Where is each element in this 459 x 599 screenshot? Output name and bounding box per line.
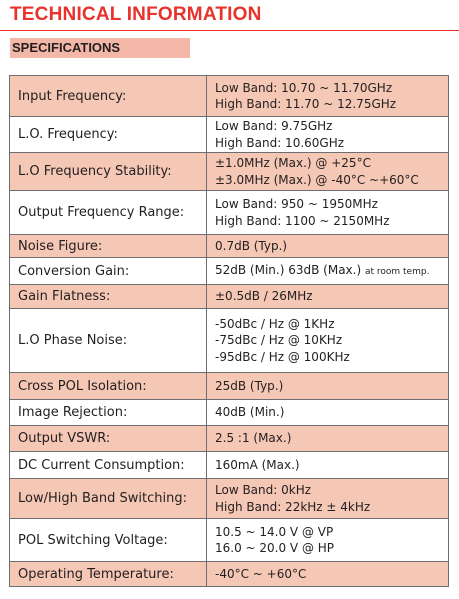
spec-value-line: 2.5 :1 (Max.) [215, 431, 292, 446]
spec-value: Low Band: 9.75GHz High Band: 10.60GHz [206, 116, 449, 153]
spec-label: POL Switching Voltage: [9, 518, 207, 562]
spec-value-line: Low Band: 10.70 ~ 11.70GHz [215, 80, 393, 95]
spec-label: DC Current Consumption: [9, 451, 207, 479]
spec-row-band-switching: Low/High Band Switching: Low Band: 0kHz … [9, 478, 449, 519]
spec-row-lo-phase-noise: L.O Phase Noise: -50dBc / Hz @ 1KHz -75d… [9, 308, 449, 373]
spec-value-line: High Band: 1100 ~ 2150MHz [215, 213, 390, 228]
spec-row-cross-pol-isolation: Cross POL Isolation: 25dB (Typ.) [9, 372, 449, 400]
spec-value-line: ±0.5dB / 26MHz [215, 289, 313, 304]
section-header-bar [10, 38, 190, 58]
spec-value: 0.7dB (Typ.) [206, 234, 449, 258]
spec-row-input-frequency: Input Frequency: Low Band: 10.70 ~ 11.70… [9, 75, 449, 117]
spec-label: L.O. Frequency: [9, 116, 207, 153]
spec-value: ±0.5dB / 26MHz [206, 284, 449, 309]
spec-value: 10.5 ~ 14.0 V @ VP 16.0 ~ 20.0 V @ HP [206, 518, 449, 562]
spec-value: 160mA (Max.) [206, 451, 449, 479]
spec-value-line: 52dB (Min.) 63dB (Max.) [215, 262, 362, 277]
spec-value: Low Band: 0kHz High Band: 22kHz ± 4kHz [206, 478, 449, 519]
spec-value: Low Band: 950 ~ 1950MHz High Band: 1100 … [206, 190, 449, 235]
spec-value: 52dB (Min.) 63dB (Max.) at room temp. [206, 257, 449, 285]
spec-value-line: ±3.0MHz (Max.) @ -40°C ~+60°C [215, 172, 419, 187]
spec-value: 2.5 :1 (Max.) [206, 425, 449, 452]
spec-row-lo-frequency: L.O. Frequency: Low Band: 9.75GHz High B… [9, 116, 449, 153]
spec-row-output-frequency-range: Output Frequency Range: Low Band: 950 ~ … [9, 190, 449, 235]
spec-value: Low Band: 10.70 ~ 11.70GHz High Band: 11… [206, 75, 449, 117]
spec-value-line: 16.0 ~ 20.0 V @ HP [215, 541, 335, 555]
spec-value-line: 10.5 ~ 14.0 V @ VP [215, 524, 334, 539]
spec-value: -40°C ~ +60°C [206, 561, 449, 587]
page-title: TECHNICAL INFORMATION [10, 4, 262, 25]
section-title: SPECIFICATIONS [12, 40, 121, 55]
spec-label: Cross POL Isolation: [9, 372, 207, 400]
spec-value-line: 40dB (Min.) [215, 405, 285, 420]
spec-label: Image Rejection: [9, 399, 207, 426]
spec-label: L.O Frequency Stability: [9, 152, 207, 191]
spec-row-gain-flatness: Gain Flatness: ±0.5dB / 26MHz [9, 284, 449, 309]
spec-value-line: High Band: 11.70 ~ 12.75GHz [215, 97, 397, 111]
spec-row-pol-switching-voltage: POL Switching Voltage: 10.5 ~ 14.0 V @ V… [9, 518, 449, 562]
spec-row-conversion-gain: Conversion Gain: 52dB (Min.) 63dB (Max.)… [9, 257, 449, 285]
spec-row-noise-figure: Noise Figure: 0.7dB (Typ.) [9, 234, 449, 258]
spec-value-line: Low Band: 0kHz [215, 483, 312, 497]
spec-value-line: -50dBc / Hz @ 1KHz [215, 316, 335, 331]
spec-value: 25dB (Typ.) [206, 372, 449, 400]
spec-value: 40dB (Min.) [206, 399, 449, 426]
spec-value-line: 160mA (Max.) [215, 457, 300, 472]
title-divider [0, 30, 459, 31]
spec-value-line: High Band: 22kHz ± 4kHz [215, 499, 371, 514]
spec-row-output-vswr: Output VSWR: 2.5 :1 (Max.) [9, 425, 449, 452]
spec-row-image-rejection: Image Rejection: 40dB (Min.) [9, 399, 449, 426]
spec-label: L.O Phase Noise: [9, 308, 207, 373]
spec-value-line: 25dB (Typ.) [215, 378, 284, 393]
spec-label: Low/High Band Switching: [9, 478, 207, 519]
spec-label: Operating Temperature: [9, 561, 207, 587]
spec-row-dc-current-consumption: DC Current Consumption: 160mA (Max.) [9, 451, 449, 479]
spec-value-line: -40°C ~ +60°C [215, 566, 307, 581]
spec-value-line: -75dBc / Hz @ 10KHz [215, 333, 343, 348]
spec-label: Output VSWR: [9, 425, 207, 452]
spec-label: Noise Figure: [9, 234, 207, 258]
spec-value-line: -95dBc / Hz @ 100KHz [215, 349, 350, 364]
spec-value-line: 0.7dB (Typ.) [215, 238, 288, 253]
specifications-table: Input Frequency: Low Band: 10.70 ~ 11.70… [9, 75, 449, 587]
spec-value-line: Low Band: 950 ~ 1950MHz [215, 197, 378, 211]
spec-value: -50dBc / Hz @ 1KHz -75dBc / Hz @ 10KHz -… [206, 308, 449, 373]
spec-label: Input Frequency: [9, 75, 207, 117]
spec-value: ±1.0MHz (Max.) @ +25°C ±3.0MHz (Max.) @ … [206, 152, 449, 191]
spec-value-line: High Band: 10.60GHz [215, 135, 345, 150]
spec-label: Output Frequency Range: [9, 190, 207, 235]
spec-value-line: Low Band: 9.75GHz [215, 119, 333, 133]
spec-row-operating-temperature: Operating Temperature: -40°C ~ +60°C [9, 561, 449, 587]
spec-row-lo-frequency-stability: L.O Frequency Stability: ±1.0MHz (Max.) … [9, 152, 449, 191]
spec-label: Conversion Gain: [9, 257, 207, 285]
spec-value-note: at room temp. [364, 266, 430, 277]
spec-value-line: ±1.0MHz (Max.) @ +25°C [215, 156, 371, 170]
spec-label: Gain Flatness: [9, 284, 207, 309]
